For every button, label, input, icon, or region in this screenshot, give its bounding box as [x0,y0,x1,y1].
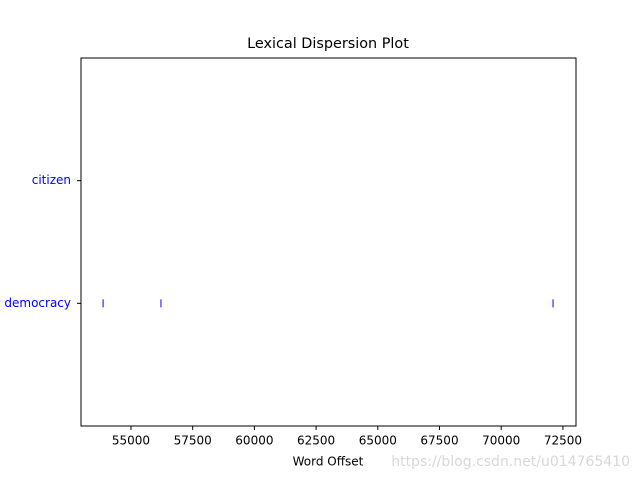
y-tick-label: citizen [32,173,71,187]
plot-frame [80,57,577,427]
x-tick-label: 67500 [420,434,458,448]
x-tick-label: 60000 [235,434,273,448]
x-axis-label: Word Offset [293,455,364,469]
x-tick-label: 70000 [482,434,520,448]
watermark: https://blog.csdn.net/u014765410 [391,454,630,470]
chart-title: Lexical Dispersion Plot [247,36,409,52]
x-tick-label: 57500 [174,434,212,448]
x-tick-label: 72500 [544,434,582,448]
x-tick-label: 62500 [297,434,335,448]
x-tick-label: 55000 [112,434,150,448]
x-tick-label: 65000 [359,434,397,448]
y-tick-label: democracy [4,296,71,310]
